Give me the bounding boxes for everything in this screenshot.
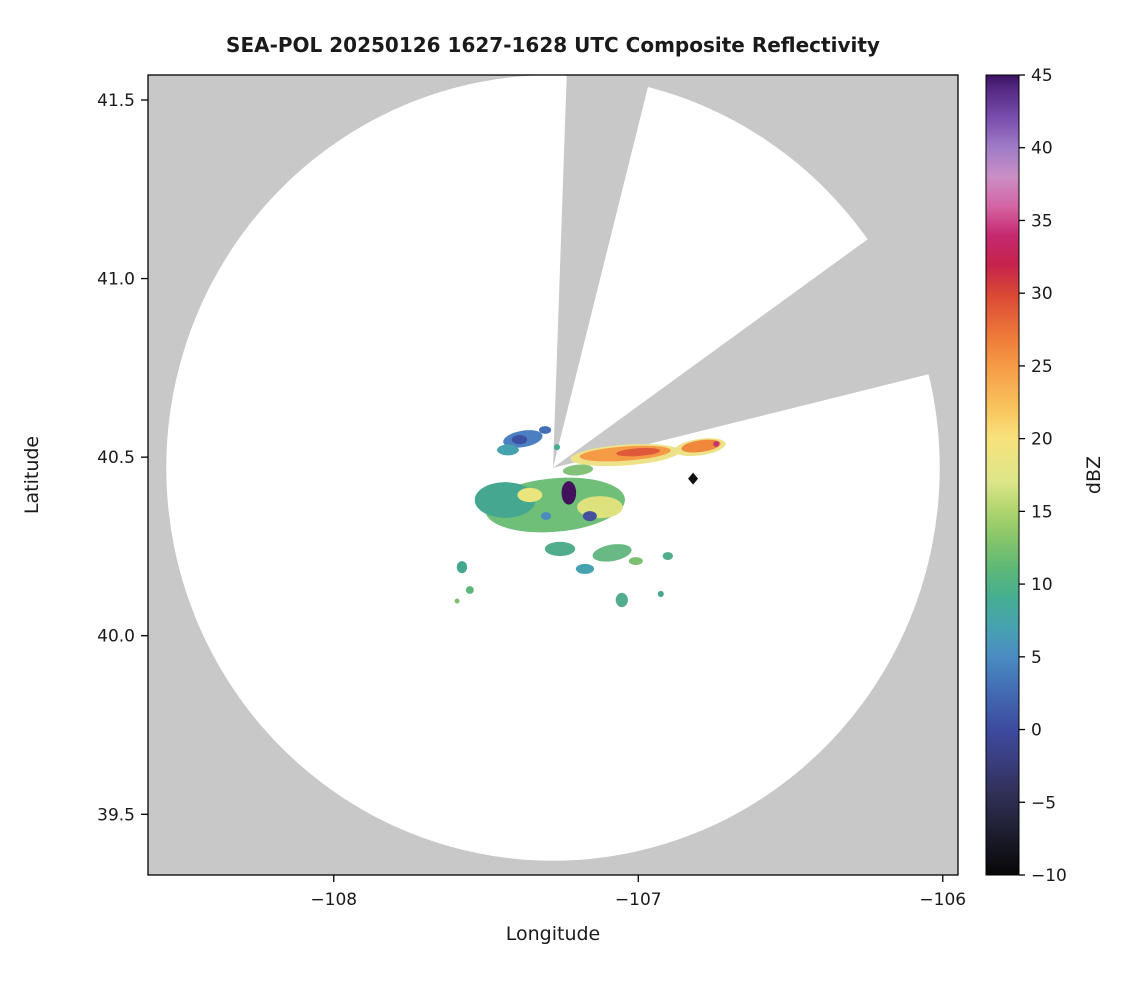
- blocked-sector: [553, 75, 651, 468]
- echo-blob: [616, 447, 661, 457]
- y-tick-label: 40.5: [97, 448, 135, 468]
- echo-blob: [562, 464, 594, 476]
- colorbar-tick-label: 40: [1031, 139, 1053, 159]
- colorbar: −10 −5 0 5 10 15 20 25 30 35 40 45: [985, 66, 1067, 886]
- echo-blob: [496, 444, 519, 456]
- colorbar-tick-label: −10: [1031, 866, 1067, 886]
- colorbar-label: dBZ: [1083, 456, 1105, 494]
- x-tick-label: −108: [310, 890, 357, 910]
- colorbar-tick-label: 25: [1031, 357, 1053, 377]
- echo-blob: [454, 598, 460, 604]
- echo-blob: [465, 586, 474, 594]
- echo-blob: [540, 512, 552, 520]
- echo-blob: [592, 544, 632, 562]
- echo-blob: [553, 444, 561, 451]
- y-tick-label: 41.0: [97, 270, 135, 290]
- y-tick-label: 40.0: [97, 627, 135, 647]
- colorbar-gradient: [985, 74, 1020, 876]
- colorbar-tick-label: 0: [1031, 721, 1042, 741]
- colorbar-tick-label: 45: [1031, 66, 1053, 86]
- y-tick-label: 39.5: [97, 805, 135, 825]
- echo-blob: [575, 563, 595, 574]
- colorbar-tick-label: 35: [1031, 211, 1053, 231]
- y-axis-label: Latitude: [21, 436, 43, 514]
- colorbar-tick-label: 10: [1031, 575, 1053, 595]
- colorbar-tick-label: 15: [1031, 502, 1053, 522]
- echo-blob: [657, 590, 664, 597]
- echo-blob: [662, 552, 673, 560]
- echo-blob: [615, 592, 628, 608]
- echo-blob: [628, 557, 643, 565]
- echo-blob: [538, 426, 552, 434]
- y-tick-label: 41.5: [97, 91, 135, 111]
- echo-blob: [713, 441, 720, 447]
- echo-blob: [582, 511, 597, 522]
- echo-blob: [511, 435, 528, 445]
- echo-blob: [561, 481, 577, 505]
- blocked-sector: [553, 173, 958, 468]
- echo-blob: [544, 541, 576, 557]
- x-axis-label: Longitude: [506, 923, 601, 945]
- echo-blob: [517, 487, 543, 503]
- colorbar-tick-label: 30: [1031, 284, 1053, 304]
- plot-frame: [147, 74, 959, 876]
- chart-title: SEA-POL 20250126 1627-1628 UTC Composite…: [226, 33, 880, 57]
- colorbar-tick-label: 5: [1031, 648, 1042, 668]
- echo-blob: [681, 439, 721, 453]
- echo-blob: [456, 561, 468, 574]
- colorbar-tick-label: 20: [1031, 430, 1053, 450]
- colorbar-tick-label: −5: [1031, 793, 1056, 813]
- x-tick-label: −106: [919, 890, 966, 910]
- x-tick-label: −107: [615, 890, 662, 910]
- axes-layer: −108 −107 −106 39.5 40.0 40.5 41.0 41.5: [97, 74, 966, 910]
- station-marker: [688, 472, 699, 485]
- plot-area: [148, 75, 958, 875]
